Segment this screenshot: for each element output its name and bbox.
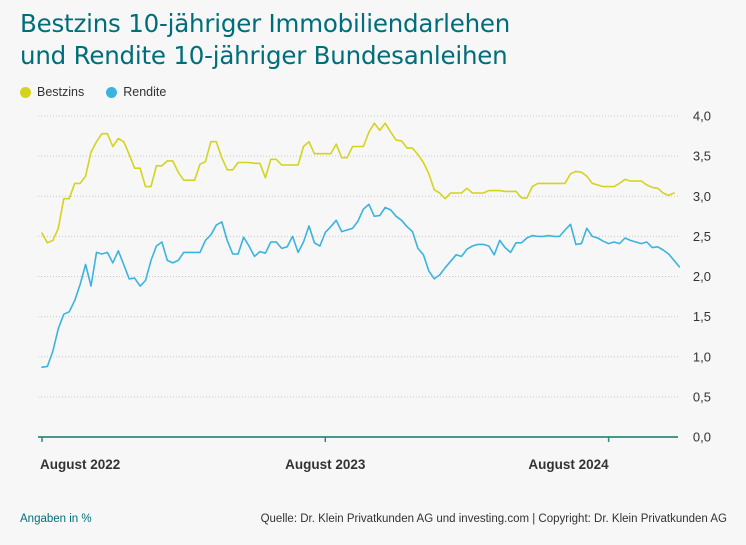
legend-item-rendite: Rendite (106, 85, 166, 99)
legend-dot-bestzins-icon (20, 86, 31, 98)
legend-label-rendite: Rendite (123, 85, 167, 99)
y-tick-label: 1,0 (693, 349, 711, 364)
x-axis (38, 436, 678, 442)
legend-dot-rendite-icon (106, 86, 118, 98)
chart-title-line-1: Bestzins 10-jähriger Immobiliendarlehen (20, 9, 511, 38)
y-tick-label: 2,0 (693, 269, 711, 284)
x-tick-label: August 2022 (40, 457, 120, 472)
y-tick-label: 3,5 (693, 149, 711, 164)
series-line-rendite (41, 203, 681, 369)
y-axis-tick-labels: 0,0 0,5 1,0 1,5 2,0 2,5 3,0 3,5 4,0 (693, 109, 711, 445)
chart-title: Bestzins 10-jähriger Immobiliendarlehen … (20, 8, 720, 72)
grid-lines (38, 115, 678, 398)
legend-item-bestzins: Bestzins (20, 85, 84, 99)
x-axis-tick-labels: August 2022 August 2023 August 2024 (40, 457, 609, 472)
series-lines (41, 122, 681, 369)
chart-title-line-2: und Rendite 10-jähriger Bundesanleihen (20, 41, 508, 70)
x-tick-label: August 2023 (285, 457, 366, 472)
source-note: Quelle: Dr. Klein Privatkunden AG und in… (260, 513, 727, 525)
y-tick-label: 3,0 (693, 189, 711, 204)
chart-legend: Bestzins Rendite (20, 83, 188, 101)
series-line-bestzins (41, 122, 675, 244)
x-tick-label: August 2024 (528, 457, 609, 472)
legend-label-bestzins: Bestzins (37, 85, 85, 99)
y-tick-label: 1,5 (693, 309, 711, 324)
y-tick-label: 0,0 (693, 430, 711, 445)
y-tick-label: 4,0 (693, 109, 711, 124)
y-tick-label: 0,5 (693, 389, 711, 404)
unit-note: Angaben in % (20, 513, 92, 525)
y-tick-label: 2,5 (693, 229, 711, 244)
